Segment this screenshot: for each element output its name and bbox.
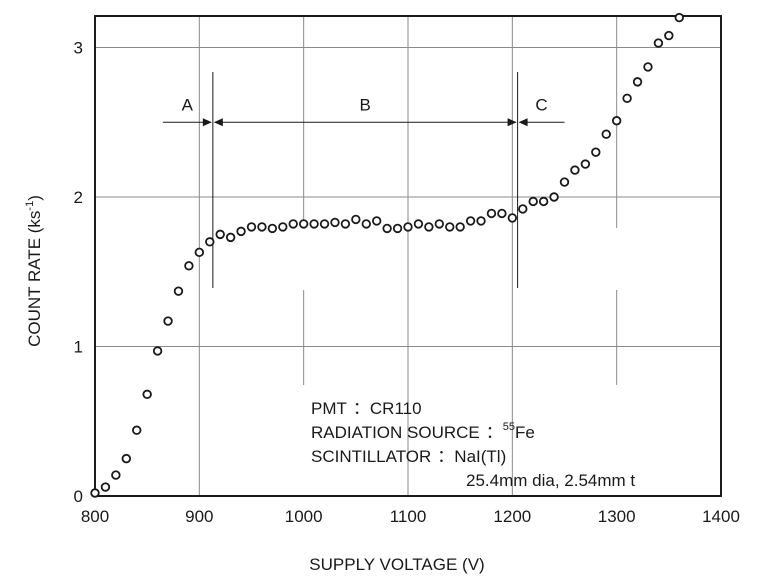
data-point [372, 216, 382, 226]
data-point [90, 488, 100, 498]
tick-labels: 800 900 1000 1100 1200 1300 1400 0 1 2 3 [74, 39, 740, 527]
x-tick-label: 1100 [390, 507, 427, 526]
data-point [278, 222, 288, 232]
data-point [413, 219, 424, 229]
data-point [173, 286, 184, 296]
x-tick-label: 1000 [285, 507, 323, 526]
region-label-b: B [360, 95, 371, 114]
data-point [361, 219, 371, 229]
x-tick-label: 900 [185, 507, 213, 526]
data-point [580, 159, 591, 169]
data-point [538, 196, 549, 207]
data-point [653, 38, 664, 48]
data-point [163, 316, 173, 326]
plot-frame [94, 15, 722, 497]
annotation-box: PMT ：CR110 RADIATION SOURCE ：55Fe SCINTILL… [311, 399, 635, 490]
data-point [121, 453, 131, 464]
data-point [100, 482, 111, 492]
data-point [246, 222, 257, 232]
data-point [267, 223, 278, 234]
region-markers: A B C [162, 72, 565, 288]
data-points [90, 12, 684, 498]
data-point [507, 213, 518, 223]
data-point [142, 389, 152, 400]
data-point [298, 219, 309, 229]
data-point [424, 222, 434, 232]
data-point [434, 219, 444, 229]
data-point [236, 226, 246, 237]
region-c-arrow [518, 118, 528, 127]
x-tick-label: 1200 [493, 507, 531, 526]
region-label-c: C [535, 95, 547, 114]
data-point [340, 219, 351, 229]
data-point [215, 229, 225, 240]
y-tick-label: 3 [74, 39, 83, 58]
x-tick-label: 1300 [598, 507, 636, 526]
annotation-line-pmt: PMT ：CR110 [311, 399, 422, 418]
data-point [152, 346, 163, 356]
data-point [528, 196, 538, 207]
annotation-line-scintillator: SCINTILLATOR ：NaI(Tl) [311, 447, 506, 466]
data-point [132, 425, 142, 435]
annotation-line-dimensions: 25.4mm dia, 2.54mm t [466, 471, 635, 490]
data-point [611, 116, 622, 126]
data-point [622, 93, 632, 104]
x-tick-label: 1400 [702, 507, 740, 526]
data-point [403, 222, 413, 232]
y-axis-label: COUNT RATE (ks-1) [24, 195, 44, 347]
data-point [632, 77, 643, 87]
data-point [194, 247, 205, 258]
data-point [225, 232, 236, 243]
data-point [455, 222, 465, 232]
y-tick-label: 1 [74, 338, 83, 357]
data-point [288, 219, 298, 229]
x-axis-label: SUPPLY VOLTAGE (V) [309, 555, 484, 574]
data-point [559, 177, 570, 187]
data-point [111, 470, 121, 480]
data-point [445, 222, 455, 232]
data-point [465, 216, 476, 226]
region-b-arrow-left [213, 118, 223, 127]
data-point [382, 223, 392, 234]
data-point [184, 261, 194, 271]
data-point [330, 217, 340, 228]
data-point [486, 208, 497, 219]
x-tick-label: 800 [81, 507, 109, 526]
data-point [674, 12, 684, 23]
data-point [476, 216, 486, 226]
data-point [518, 204, 528, 214]
data-point [497, 208, 507, 219]
data-point [549, 192, 559, 202]
data-point [570, 165, 580, 175]
data-point [205, 237, 215, 247]
data-point [601, 129, 611, 139]
data-point [664, 30, 674, 41]
data-point [351, 214, 361, 225]
y-tick-label: 2 [74, 188, 83, 207]
data-point [392, 223, 403, 234]
data-point [319, 219, 330, 229]
region-b-arrow-right [507, 118, 517, 127]
data-point [643, 62, 653, 72]
data-point [257, 222, 267, 232]
y-tick-label: 0 [74, 487, 83, 506]
region-label-a: A [182, 95, 194, 114]
region-a-arrow [202, 118, 212, 127]
data-point [591, 147, 601, 157]
annotation-line-source: RADIATION SOURCE ：55Fe [311, 421, 535, 442]
data-point [309, 219, 319, 229]
